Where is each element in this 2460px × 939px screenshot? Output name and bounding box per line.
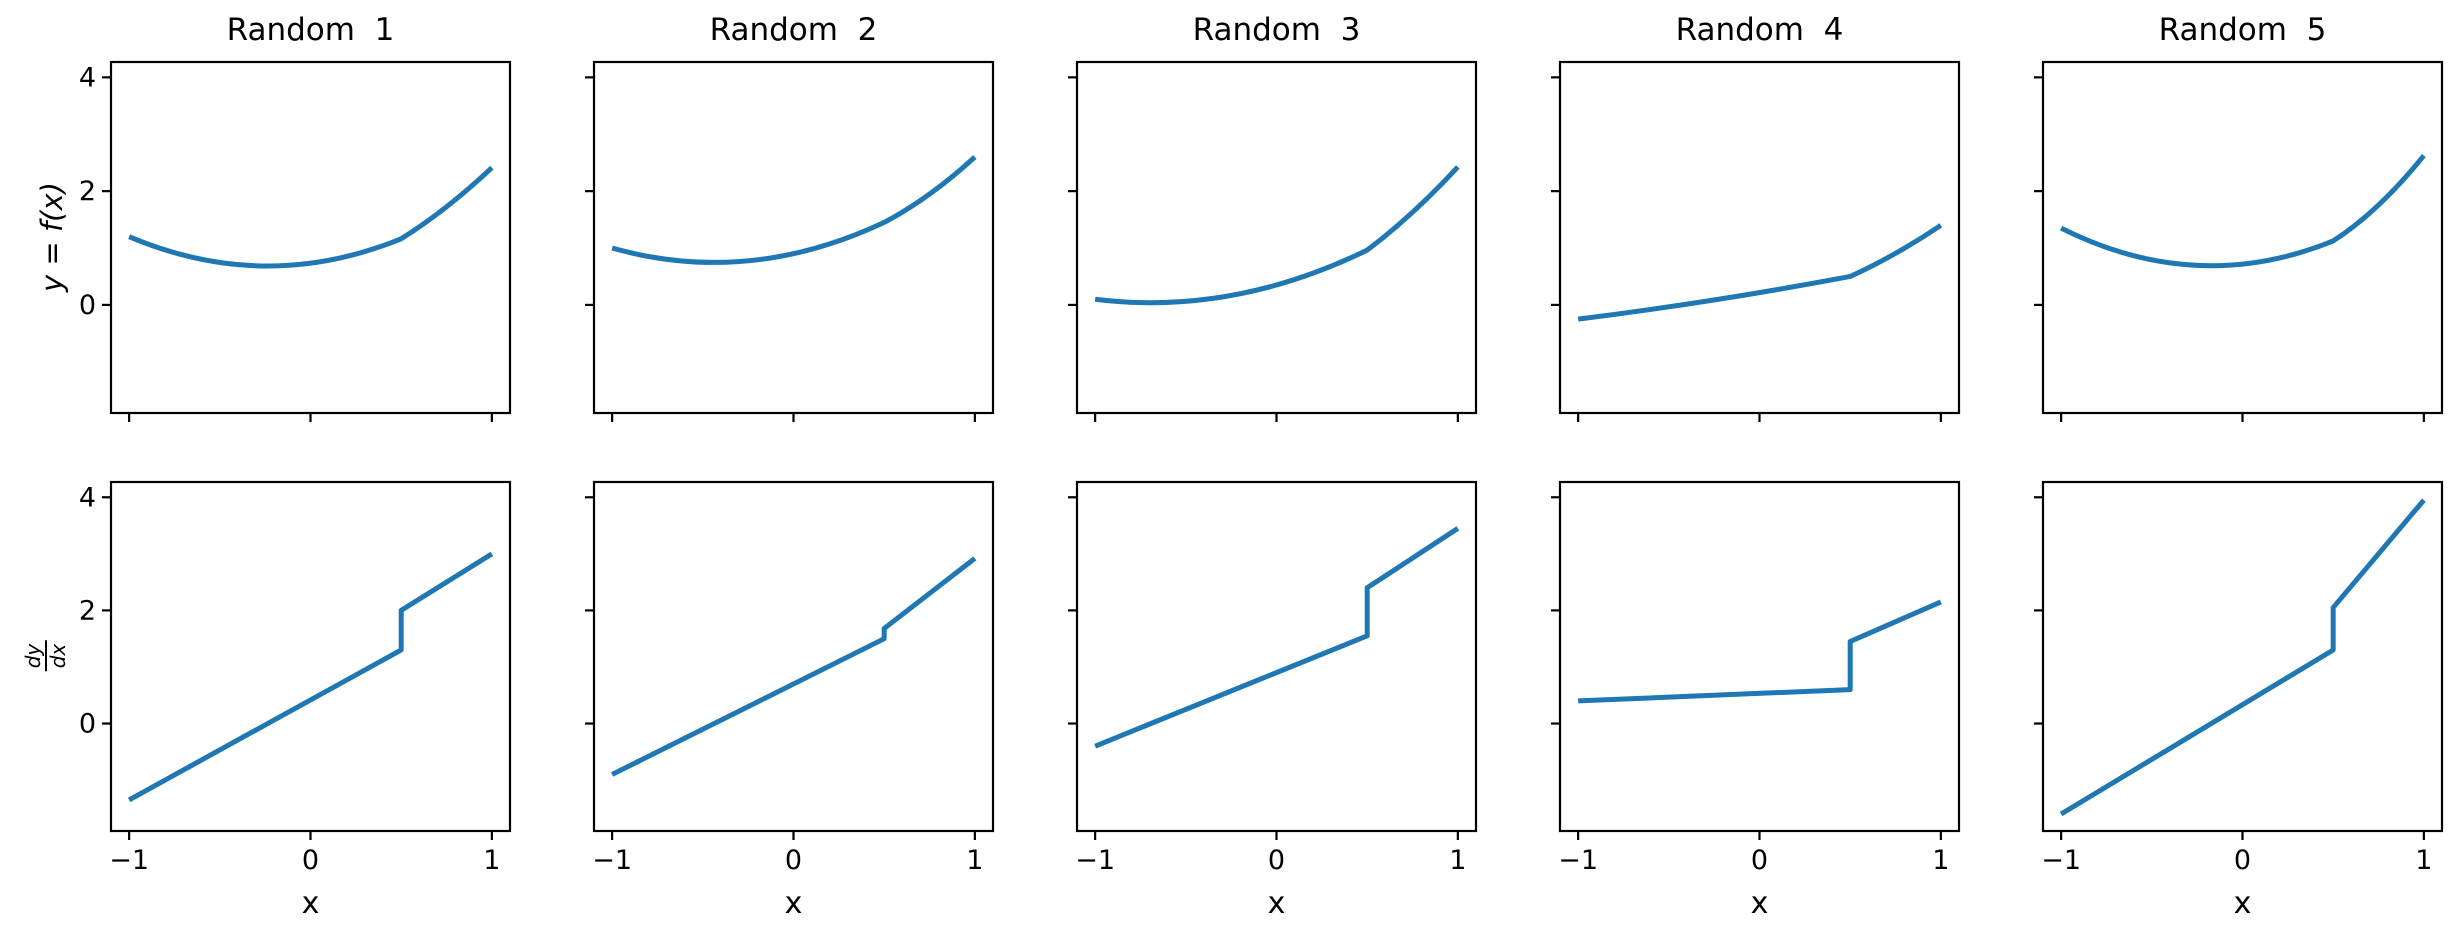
y-tick-label: 2 (79, 176, 96, 207)
plot-frame (1558, 480, 1961, 833)
dydx-curve (1578, 599, 1942, 704)
subplot-title-2: Random 2 (709, 12, 878, 48)
x-tick-label: 1 (2415, 845, 2432, 876)
dydx-axes-2: −1 0 1 (585, 480, 995, 876)
dydx-axes-1: −1 0 1 0 2 4 (79, 480, 512, 876)
subplot-title-3: Random 3 (1192, 12, 1361, 48)
y-tick-label: 4 (79, 62, 96, 93)
x-axis-label-5: x (2233, 886, 2252, 921)
plot-frame (1075, 60, 1478, 415)
plot-frame (109, 60, 512, 415)
plot-frame (1558, 60, 1961, 415)
x-tick-label: −1 (1558, 845, 1598, 876)
plot-frame (592, 60, 995, 415)
f-curve (2060, 154, 2426, 269)
y-axis-label-f-text: y = f(x) (35, 182, 69, 292)
x-tick-label: −1 (109, 845, 149, 876)
x-axis-label-4: x (1750, 886, 1769, 921)
dydx-curve (611, 556, 977, 777)
dydx-axes-3: −1 0 1 (1068, 480, 1478, 876)
f-axes-3 (1068, 60, 1478, 422)
f-axes-5 (2034, 60, 2444, 422)
subplot-title-4: Random 4 (1675, 12, 1844, 48)
plot-frame (2041, 60, 2444, 415)
x-tick-label: 1 (966, 845, 983, 876)
x-tick-label: 0 (1268, 845, 1285, 876)
y-tick-label: 2 (79, 595, 96, 626)
plot-frame (592, 480, 995, 833)
x-axis-label-1: x (301, 886, 320, 921)
plot-frame (2041, 480, 2444, 833)
dydx-curve (1094, 526, 1460, 749)
plot-frame (1075, 480, 1478, 833)
fraction-numerator: dy (21, 640, 47, 672)
fraction-denominator: dx (46, 643, 70, 669)
subplot-title-1: Random 1 (226, 12, 395, 48)
f-curve (1577, 223, 1943, 322)
x-axis-label-3: x (1267, 886, 1286, 921)
y-tick-label: 4 (79, 482, 96, 513)
x-tick-label: −1 (592, 845, 632, 876)
f-curve (128, 165, 494, 269)
x-tick-label: 1 (1449, 845, 1466, 876)
x-tick-label: −1 (2041, 845, 2081, 876)
x-tick-label: 0 (2234, 845, 2251, 876)
dydx-axes-5: −1 0 1 (2034, 480, 2444, 876)
y-tick-label: 0 (79, 709, 96, 740)
subplot-title-5: Random 5 (2158, 12, 2327, 48)
f-curve (1094, 165, 1460, 306)
f-axes-1: 0 2 4 (79, 60, 512, 422)
x-tick-label: 0 (302, 845, 319, 876)
x-tick-label: 1 (483, 845, 500, 876)
f-axes-2 (585, 60, 995, 422)
x-axis-label-2: x (784, 886, 803, 921)
x-tick-label: −1 (1075, 845, 1115, 876)
f-curve (611, 155, 977, 265)
dydx-curve (127, 551, 494, 803)
x-tick-label: 0 (1751, 845, 1768, 876)
dydx-fraction: dy dx (21, 640, 70, 672)
y-tick-label: 0 (79, 290, 96, 321)
x-tick-label: 0 (785, 845, 802, 876)
dydx-curve (2059, 498, 2426, 817)
dydx-axes-4: −1 0 1 (1551, 480, 1961, 876)
f-axes-4 (1551, 60, 1961, 422)
x-tick-label: 1 (1932, 845, 1949, 876)
